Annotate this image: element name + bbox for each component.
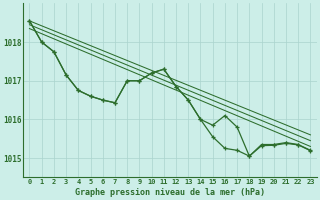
X-axis label: Graphe pression niveau de la mer (hPa): Graphe pression niveau de la mer (hPa) [75, 188, 265, 197]
